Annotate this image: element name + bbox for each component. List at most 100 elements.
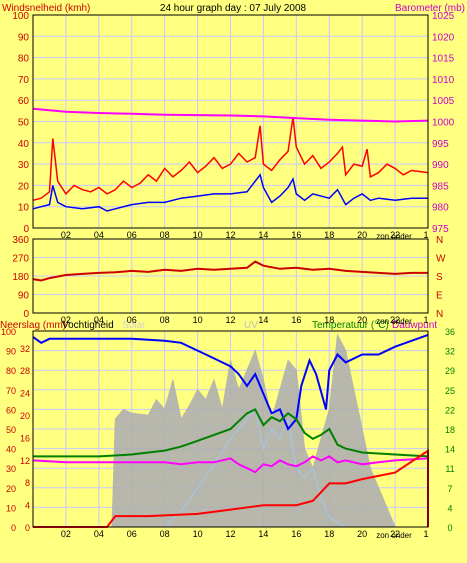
y-tick-label: 30 xyxy=(18,160,30,171)
x-tick-label: 16 xyxy=(291,529,301,539)
y-tick-label: 50 xyxy=(18,118,30,129)
x-tick-label: 16 xyxy=(291,230,301,240)
rain-tick-label: 70 xyxy=(6,386,16,396)
y-tick-label: 20 xyxy=(18,181,30,192)
x-tick-label: 04 xyxy=(94,230,104,240)
x-tick-label: 14 xyxy=(258,529,268,539)
temperature-legend: Temperatuur (°C) xyxy=(312,320,389,331)
x-tick-label: 02 xyxy=(61,529,71,539)
series-dewpoint xyxy=(32,455,429,474)
rain-tick-label: 100 xyxy=(1,327,16,337)
y2-tick-label: 1025 xyxy=(432,11,455,22)
x-tick-label: 08 xyxy=(160,529,170,539)
rain-tick-label: 0 xyxy=(11,523,16,533)
y2-tick-label: 1005 xyxy=(432,96,455,107)
x-tick-label: 1 xyxy=(423,529,428,539)
humidity-tick-label: 20 xyxy=(20,411,30,421)
x-tick-label: 02 xyxy=(61,315,71,325)
temp-tick-label: 22 xyxy=(445,405,455,415)
x-tick-label: 04 xyxy=(94,315,104,325)
x-tick-label: 20 xyxy=(357,529,367,539)
series-wind xyxy=(32,117,429,202)
rain-tick-label: 90 xyxy=(6,347,16,357)
x-note-label: zon onder xyxy=(376,232,412,241)
x-tick-label: 20 xyxy=(357,315,367,325)
x-tick-label: 10 xyxy=(193,529,203,539)
temp-tick-label: 25 xyxy=(445,386,455,396)
rain-tick-label: 30 xyxy=(6,464,16,474)
solar-legend: Solar xyxy=(122,320,146,331)
x-tick-label: 14 xyxy=(258,230,268,240)
x-tick-label: 08 xyxy=(160,230,170,240)
y-tick-label: 40 xyxy=(18,139,30,150)
x-tick-label: 10 xyxy=(193,230,203,240)
x-tick-label: 18 xyxy=(324,529,334,539)
x-tick-label: 1 xyxy=(423,230,428,240)
y2-tick-label: 995 xyxy=(432,139,449,150)
compass-label: E xyxy=(436,291,443,302)
x-tick-label: 06 xyxy=(127,230,137,240)
x-tick-label: 16 xyxy=(291,315,301,325)
y-tick-label: 90 xyxy=(18,32,30,43)
y-tick-label: 70 xyxy=(18,75,30,86)
compass-label: W xyxy=(436,254,446,265)
compass-label: N xyxy=(436,309,443,320)
x-tick-label: 22 xyxy=(390,315,400,325)
series-barometer xyxy=(32,107,429,123)
dewpoint-legend: Dauwpunt xyxy=(392,320,437,331)
temp-tick-label: 32 xyxy=(445,347,455,357)
humidity-tick-label: 16 xyxy=(20,433,30,443)
temp-tick-label: 18 xyxy=(445,425,455,435)
humidity-tick-label: 12 xyxy=(20,456,30,466)
x-tick-label: 06 xyxy=(127,529,137,539)
x-tick-label: 14 xyxy=(258,315,268,325)
series-rain xyxy=(33,448,429,528)
x-tick-label: 20 xyxy=(357,230,367,240)
humidity-tick-label: 8 xyxy=(25,478,30,488)
panel-border xyxy=(32,238,429,314)
y-tick-label: 10 xyxy=(18,203,30,214)
y2-tick-label: 990 xyxy=(432,160,449,171)
humidity-legend: Vochtigheid xyxy=(62,320,114,331)
x-tick-label: 02 xyxy=(61,230,71,240)
x-tick-label: 04 xyxy=(94,529,104,539)
y-tick-label: 80 xyxy=(18,54,30,65)
y-tick-label: 180 xyxy=(12,272,29,283)
neerslag-axis-title: Neerslag (mm) xyxy=(0,320,66,331)
x-tick-label: 06 xyxy=(127,315,137,325)
x-tick-label: 1 xyxy=(423,315,428,325)
series-uv xyxy=(33,408,428,528)
y-tick-label: 0 xyxy=(23,309,29,320)
temp-tick-label: 7 xyxy=(447,484,452,494)
y2-tick-label: 1000 xyxy=(432,118,455,129)
y2-tick-label: 1020 xyxy=(432,32,455,43)
y2-tick-label: 985 xyxy=(432,181,449,192)
temp-tick-label: 36 xyxy=(445,327,455,337)
panel-border xyxy=(32,14,429,229)
x-note-label: zon onder xyxy=(376,317,412,326)
y-tick-label: 100 xyxy=(12,11,29,22)
rain-tick-label: 60 xyxy=(6,405,16,415)
humidity-tick-label: 28 xyxy=(20,366,30,376)
rain-tick-label: 10 xyxy=(6,503,16,513)
temp-tick-label: 4 xyxy=(447,503,452,513)
temp-tick-label: 14 xyxy=(445,445,455,455)
rain-tick-label: 80 xyxy=(6,366,16,376)
wind-axis-title: Windsnelheid (kmh) xyxy=(2,3,90,14)
panel-border xyxy=(32,330,429,528)
rain-tick-label: 50 xyxy=(6,425,16,435)
x-tick-label: 18 xyxy=(324,315,334,325)
y-tick-label: 270 xyxy=(12,254,29,265)
y-tick-label: 0 xyxy=(23,224,29,235)
temp-tick-label: 11 xyxy=(445,464,454,474)
chart-title: 24 hour graph day : 07 July 2008 xyxy=(160,3,307,14)
series-humidity xyxy=(32,333,429,431)
x-tick-label: 08 xyxy=(160,315,170,325)
y-tick-label: 360 xyxy=(12,235,29,246)
humidity-tick-label: 32 xyxy=(20,344,30,354)
temp-tick-label: 29 xyxy=(445,366,455,376)
compass-label: N xyxy=(436,235,443,246)
barometer-axis-title: Barometer (mb) xyxy=(395,3,465,14)
